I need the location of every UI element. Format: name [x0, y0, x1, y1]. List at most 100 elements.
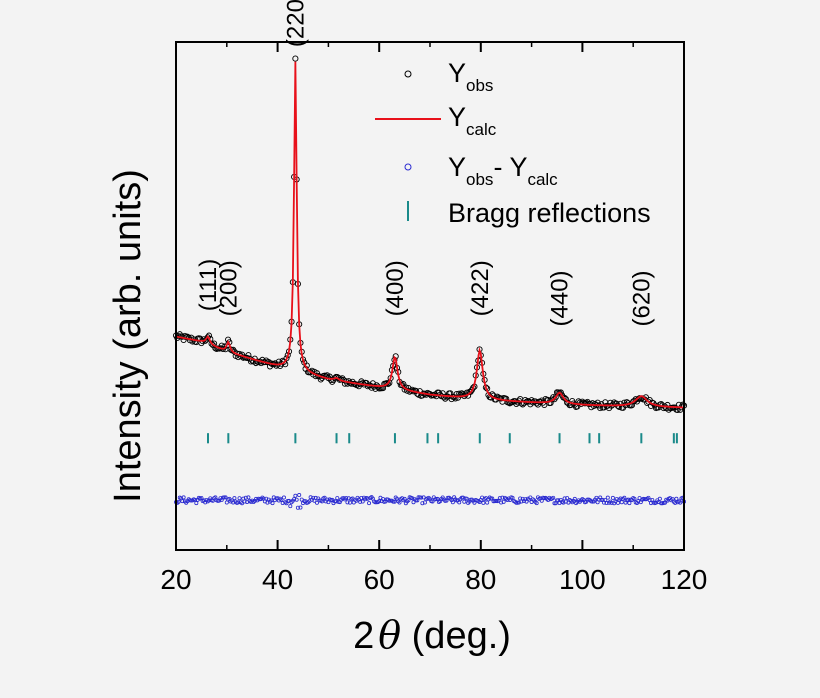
y-axis-label: Intensity (arb. units) — [107, 169, 149, 503]
peak-label: (111) — [195, 259, 222, 311]
difference-point — [462, 499, 467, 504]
x-tick-label: 60 — [364, 564, 395, 595]
difference-point — [392, 499, 397, 504]
difference-point — [499, 500, 504, 505]
x-axis-ticks: 20 40 60 80 100 120 — [160, 42, 707, 595]
difference-point — [358, 499, 363, 504]
difference-point — [222, 495, 227, 500]
x-axis-label-prefix: 2 — [353, 615, 374, 657]
difference-point — [332, 499, 337, 504]
difference-point — [335, 496, 340, 501]
difference-point — [464, 496, 469, 501]
x-axis-label-suffix: (deg.) — [401, 615, 511, 657]
difference-point — [180, 499, 185, 504]
difference-point — [232, 496, 237, 501]
difference-point — [565, 496, 570, 501]
difference-point — [223, 495, 228, 500]
peak-labels: (111)(200) (220) (400) (422) (440) (620) — [195, 0, 655, 326]
difference-point — [534, 501, 539, 506]
difference-point — [626, 497, 631, 502]
legend-observed-label: Yobs — [448, 58, 493, 95]
difference-point — [270, 501, 275, 506]
difference-point — [294, 497, 299, 502]
difference-point — [421, 495, 426, 500]
difference-series — [173, 493, 687, 510]
difference-point — [430, 499, 435, 504]
difference-point — [377, 499, 382, 504]
difference-point — [367, 501, 372, 506]
difference-point — [420, 501, 425, 506]
difference-point — [618, 496, 623, 501]
difference-point — [435, 496, 440, 501]
difference-point — [373, 500, 378, 505]
peak-label: (422) — [467, 260, 494, 316]
difference-point — [194, 501, 199, 506]
difference-point — [678, 500, 683, 505]
difference-point — [279, 497, 284, 502]
difference-point — [360, 499, 365, 504]
difference-point — [347, 500, 352, 505]
peak-label: (440) — [547, 270, 574, 326]
difference-point — [514, 500, 519, 505]
difference-point — [614, 497, 619, 502]
difference-point — [551, 495, 556, 500]
difference-point — [450, 500, 455, 505]
difference-point — [237, 496, 242, 501]
difference-point — [402, 496, 407, 501]
difference-point — [497, 496, 502, 501]
legend-bragg-label: Bragg reflections — [448, 198, 651, 228]
peak-label: (200) — [215, 260, 242, 316]
x-tick-label: 80 — [465, 564, 496, 595]
difference-point — [674, 496, 679, 501]
difference-point — [485, 500, 490, 505]
difference-point — [292, 497, 297, 502]
difference-point — [359, 496, 364, 501]
difference-point — [314, 500, 319, 505]
difference-point — [632, 496, 637, 501]
legend-difference-label: Yobs- Ycalc — [448, 152, 558, 189]
difference-point — [528, 495, 533, 500]
legend: Yobs Ycalc Yobs- Ycalc Bragg reflections — [375, 58, 651, 228]
difference-point — [298, 505, 303, 510]
x-tick-label: 100 — [559, 564, 606, 595]
difference-point — [285, 498, 290, 503]
observed-point — [383, 380, 390, 387]
observed-point — [562, 395, 569, 403]
observed-point — [292, 55, 299, 62]
plot-area: (111)(200) (220) (400) (422) (440) (620) — [172, 0, 688, 510]
difference-point — [240, 501, 245, 506]
difference-point — [243, 495, 248, 500]
difference-point — [422, 500, 427, 505]
difference-point — [457, 500, 462, 505]
peak-label: (620) — [628, 270, 655, 326]
difference-point — [572, 496, 577, 501]
difference-point — [295, 505, 300, 510]
difference-point — [281, 495, 286, 500]
observed-point — [561, 394, 568, 401]
x-tick-label: 40 — [262, 564, 293, 595]
difference-point — [657, 496, 662, 501]
difference-point — [345, 500, 350, 505]
difference-point — [246, 495, 251, 500]
difference-point — [344, 496, 349, 501]
difference-point — [604, 501, 609, 506]
legend-calculated-label: Ycalc — [448, 102, 497, 139]
observed-point — [385, 380, 392, 388]
difference-point — [297, 493, 302, 498]
observed-point — [440, 394, 448, 401]
difference-point — [313, 495, 318, 500]
bragg-reflections — [207, 433, 678, 444]
difference-point — [459, 495, 464, 500]
difference-point — [609, 500, 614, 505]
difference-point — [334, 499, 339, 504]
difference-point — [242, 499, 247, 504]
difference-point — [627, 501, 632, 506]
difference-point — [500, 495, 505, 500]
observed-point — [208, 340, 215, 347]
legend-difference-marker — [404, 163, 412, 171]
calculated-line — [175, 61, 685, 409]
difference-point — [293, 493, 298, 498]
x-axis-label-symbol: θ — [378, 613, 401, 657]
